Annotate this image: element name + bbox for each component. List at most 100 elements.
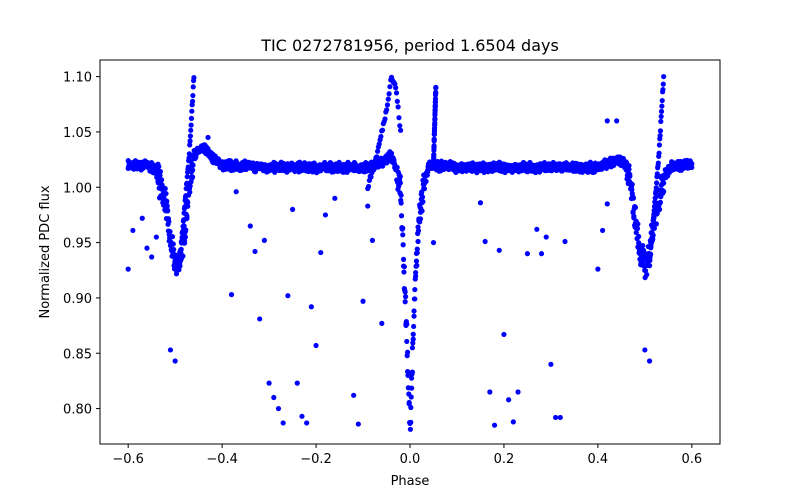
data-point [233,189,239,195]
chart-title: TIC 0272781956, period 1.6504 days [260,36,559,55]
data-point [393,90,400,96]
data-point [642,347,648,353]
data-point [496,247,502,253]
data-point [379,127,386,133]
data-point [187,138,193,144]
data-point [318,249,324,256]
data-point [401,269,407,275]
data-point [228,292,235,298]
data-point [365,183,372,190]
data-point [627,171,633,178]
data-point [421,186,428,192]
data-point [289,206,296,212]
x-tick-label: −0.4 [206,452,238,467]
data-point [247,223,253,229]
data-point [501,331,507,338]
data-point [409,345,416,351]
data-point [167,347,174,353]
data-point [159,177,165,183]
data-point [181,210,187,216]
data-point [378,134,384,140]
data-point [656,142,663,148]
data-point [635,221,641,227]
data-point [419,194,426,200]
data-point [167,228,173,235]
data-point [205,134,211,141]
data-point [394,165,400,171]
data-point [394,98,400,104]
data-point [657,206,663,213]
data-point [371,162,377,169]
data-point [184,180,190,186]
data-point [651,211,657,217]
data-point [689,161,695,167]
data-point [401,264,407,270]
data-point [163,190,169,197]
data-point [634,225,641,232]
data-point [658,108,665,115]
data-point [653,185,659,191]
data-point [414,262,420,269]
data-point [543,234,549,240]
data-point [396,115,402,121]
data-point [186,151,192,157]
data-point [651,207,657,214]
data-point [402,299,408,305]
data-point [413,258,420,264]
data-point [322,212,329,218]
data-point [173,271,180,277]
y-tick-label: 0.85 [63,347,92,362]
data-point [188,122,194,128]
data-point [164,198,170,204]
data-point [180,228,186,235]
data-point [172,358,178,364]
data-point [410,336,416,342]
data-point [633,229,639,236]
data-point [370,168,376,174]
data-point [657,128,664,134]
data-point [656,150,662,156]
data-point [661,188,667,195]
data-point [640,243,646,249]
data-point [185,164,191,170]
data-point [182,204,188,210]
data-point [604,201,610,207]
data-point [397,123,403,129]
data-point [156,164,162,170]
data-point [304,420,310,426]
data-point [659,103,665,109]
data-point [149,254,155,260]
data-point [417,216,424,222]
data-point [646,358,653,364]
data-point [689,164,695,171]
data-point [164,203,170,209]
data-point [275,405,282,412]
data-point [431,137,437,143]
data-point [384,107,390,113]
data-point [166,219,172,225]
data-point [169,234,176,240]
data-point [629,181,635,187]
data-point [650,221,656,227]
data-point [165,208,171,214]
data-point [411,308,417,314]
data-point [313,342,319,349]
y-tick-label: 0.95 [63,237,92,252]
data-point [402,289,408,295]
data-point [406,399,412,406]
data-point [646,263,653,269]
data-point [524,251,531,257]
data-point [599,227,606,234]
data-point [308,304,314,310]
data-point [189,108,195,114]
x-tick-label: 0.6 [681,452,702,467]
data-point [648,251,654,257]
data-point [644,272,650,278]
data-point [652,199,658,205]
data-point [431,152,437,158]
data-point [397,180,403,186]
data-point [388,150,395,157]
data-point [355,421,361,427]
y-tick-label: 0.90 [63,292,92,307]
data-point [414,246,420,252]
